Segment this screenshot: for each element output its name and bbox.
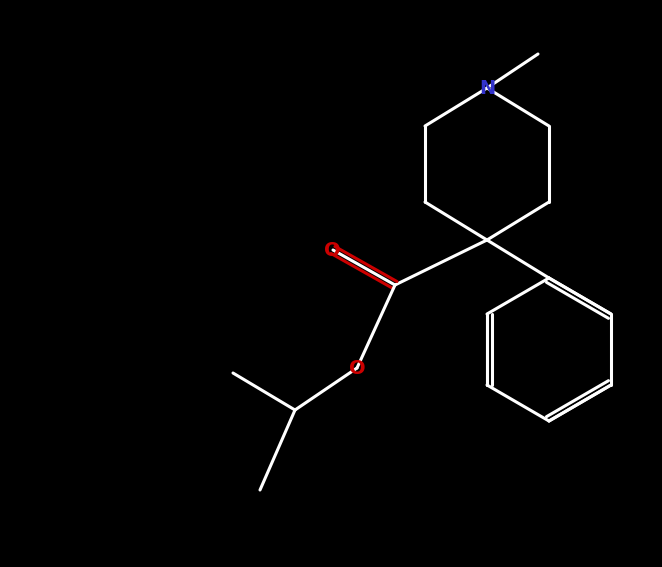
Text: O: O: [349, 358, 365, 378]
Text: N: N: [479, 78, 495, 98]
Text: O: O: [324, 240, 340, 260]
